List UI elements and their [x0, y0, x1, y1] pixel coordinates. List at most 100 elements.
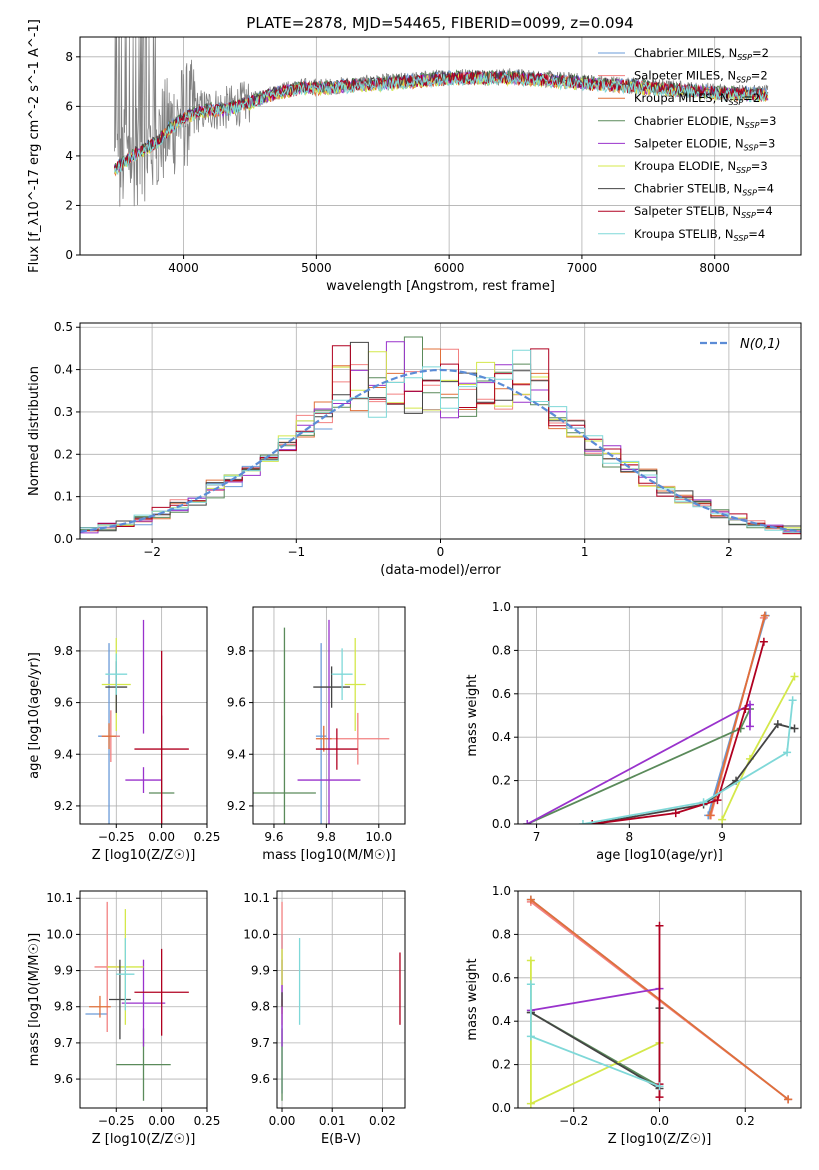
x-tick-label: 0.2: [736, 1114, 755, 1128]
weight-marker: [773, 720, 782, 729]
errorbar-point-4: [121, 959, 166, 1047]
weight-marker: [526, 980, 535, 989]
y-tick-label: 10.1: [243, 891, 270, 905]
weight-marker: [671, 809, 680, 818]
y-tick-label: 8: [65, 50, 73, 64]
y-tick-label: 9.4: [227, 747, 246, 761]
y-axis-label: mass [log10(M/M☉)]: [27, 933, 42, 1066]
y-tick-label: 9.4: [54, 747, 73, 761]
plot-area: [80, 336, 801, 535]
y-tick-label: 9.9: [251, 964, 270, 978]
legend-entry: Chabrier ELODIE, NSSP=3: [634, 114, 776, 130]
y-tick-label: 0.2: [54, 447, 73, 461]
weight-line-7: [592, 641, 765, 824]
plot-area: [253, 619, 390, 824]
weight-marker: [741, 704, 750, 713]
panel-age_vs_Z: −0.25 0.00 0.25 9.2 9.4 9.6 9.8 Z [log10(Z/Z☉)]…: [27, 606, 221, 863]
plot-area: [526, 895, 793, 1108]
y-axis-label: mass weight: [465, 674, 480, 756]
y-tick-label: 0.0: [54, 532, 73, 546]
weight-marker: [760, 611, 769, 620]
weight-line-2: [709, 615, 766, 816]
weight-marker: [783, 748, 792, 757]
weight-marker: [526, 895, 535, 904]
errorbar-point-4: [125, 767, 162, 793]
y-tick-label: 0.4: [492, 1014, 511, 1028]
x-tick-label: 5000: [301, 261, 332, 275]
axes-frame: [79, 606, 208, 825]
y-tick-label: 6: [65, 99, 73, 113]
weight-line-6: [530, 1008, 661, 1091]
axes-frame: [79, 36, 802, 256]
histogram-8: [80, 349, 801, 533]
x-tick-label: 1: [581, 545, 589, 559]
legend-entry: Salpeter MILES, NSSP=2: [634, 69, 768, 85]
y-tick-label: 10.0: [46, 927, 73, 941]
legend-entry: Chabrier STELIB, NSSP=4: [634, 182, 774, 198]
y-tick-label: 9.2: [54, 799, 73, 813]
x-axis-label: Z [log10(Z/Z☉)]: [608, 1132, 712, 1147]
weight-line-6: [592, 723, 795, 824]
weight-marker: [526, 956, 535, 965]
y-axis-label: mass weight: [465, 958, 480, 1040]
x-axis-label: Z [log10(Z/Z☉)]: [92, 848, 196, 863]
weight-marker: [588, 820, 597, 824]
errorbar-point-8: [116, 938, 135, 1011]
x-tick-label: 8000: [699, 261, 730, 275]
errorbar-point-6: [109, 959, 131, 1040]
histogram-0: [80, 420, 333, 529]
axes-frame: [252, 606, 406, 825]
y-tick-label: 0: [65, 248, 73, 262]
weight-marker: [523, 820, 532, 824]
errorbar-point-8: [134, 650, 189, 824]
legend-entry: Chabrier MILES, NSSP=2: [634, 46, 769, 62]
errorbar-point-4: [297, 619, 361, 824]
figure-title: PLATE=2878, MJD=54465, FIBERID=0099, z=0…: [246, 14, 633, 32]
y-tick-label: 0.4: [492, 730, 511, 744]
x-axis-label: age [log10(age/yr)]: [596, 848, 723, 863]
plot-area: [281, 901, 401, 1101]
x-axis-label: mass [log10(M/M☉)]: [262, 848, 395, 863]
y-tick-label: 9.9: [54, 964, 73, 978]
errorbar-point-2: [101, 723, 117, 750]
errorbar-point-7: [315, 728, 358, 770]
x-tick-label: 7000: [567, 261, 598, 275]
y-tick-label: 2: [65, 198, 73, 212]
weight-marker: [655, 1093, 664, 1102]
y-tick-label: 9.8: [54, 644, 73, 658]
panel-mass_vs_ebv: 0.00 0.01 0.02 9.6 9.7 9.8 9.9 10.0 10.1 E(B-V): [243, 890, 406, 1147]
errorbar-point-0: [315, 643, 327, 824]
y-tick-label: 9.7: [251, 1036, 270, 1050]
weight-marker: [655, 921, 664, 930]
panel-residuals: N(0,1) −2 −1 0 1 2 0.0 0.1 0.2 0.3 0.4 0.5 (data-mod…: [27, 320, 802, 578]
errorbar-point-1: [326, 712, 390, 765]
axes-frame: [79, 890, 208, 1109]
x-axis-label: wavelength [Angstrom, rest frame]: [326, 279, 555, 294]
x-tick-label: 0.00: [148, 830, 175, 844]
y-tick-label: 9.8: [227, 644, 246, 658]
y-tick-label: 9.8: [251, 1000, 270, 1014]
x-tick-label: −0.25: [98, 830, 135, 844]
axes-frame: [276, 890, 406, 1109]
weight-marker: [578, 820, 587, 824]
y-tick-label: 9.6: [54, 696, 73, 710]
x-tick-label: 0.25: [194, 830, 221, 844]
weight-marker: [784, 1095, 793, 1104]
errorbar-point-2: [89, 995, 111, 1018]
plot-area: [114, 37, 769, 207]
weight-marker: [745, 722, 754, 731]
plot-area: [98, 619, 189, 824]
y-tick-label: 0.4: [54, 363, 73, 377]
errorbar-point-5: [344, 638, 366, 731]
x-axis-label: E(B-V): [321, 1132, 361, 1147]
x-tick-label: −0.2: [559, 1114, 588, 1128]
weight-line-4: [526, 703, 751, 824]
y-tick-label: 10.0: [243, 927, 270, 941]
y-tick-label: 9.8: [54, 1000, 73, 1014]
y-tick-label: 9.6: [227, 696, 246, 710]
weight-marker: [706, 811, 715, 820]
x-tick-label: −2: [143, 545, 161, 559]
y-tick-label: 0.8: [492, 643, 511, 657]
legend-entry: N(0,1): [740, 337, 781, 352]
